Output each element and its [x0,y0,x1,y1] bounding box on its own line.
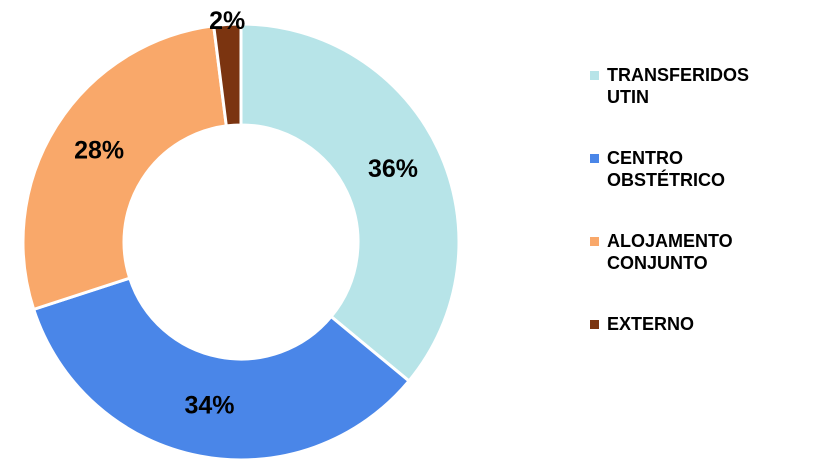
legend-swatch [590,71,599,80]
legend-swatch [590,237,599,246]
legend-label: CENTRO OBSTÉTRICO [607,148,726,190]
legend-item: CENTRO OBSTÉTRICO [590,147,790,230]
legend-label: EXTERNO [607,314,695,334]
legend-swatch [590,320,599,329]
legend-label: ALOJAMENTO CONJUNTO [607,231,733,273]
donut-slice [239,22,461,384]
data-label: 34% [184,392,234,420]
donut-slice [21,24,229,312]
donut-slice [31,276,412,462]
legend-item: TRANSFERIDOS UTIN [590,64,790,147]
data-label: 2% [209,7,245,35]
legend-label: TRANSFERIDOS UTIN [607,65,750,107]
data-label: 36% [368,155,418,183]
legend: TRANSFERIDOS UTIN CENTRO OBSTÉTRICO ALOJAM… [590,64,790,396]
legend-item: EXTERNO [590,313,790,396]
donut-slice [212,22,243,128]
legend-item: ALOJAMENTO CONJUNTO [590,230,790,313]
data-label: 28% [74,137,124,165]
legend-swatch [590,154,599,163]
